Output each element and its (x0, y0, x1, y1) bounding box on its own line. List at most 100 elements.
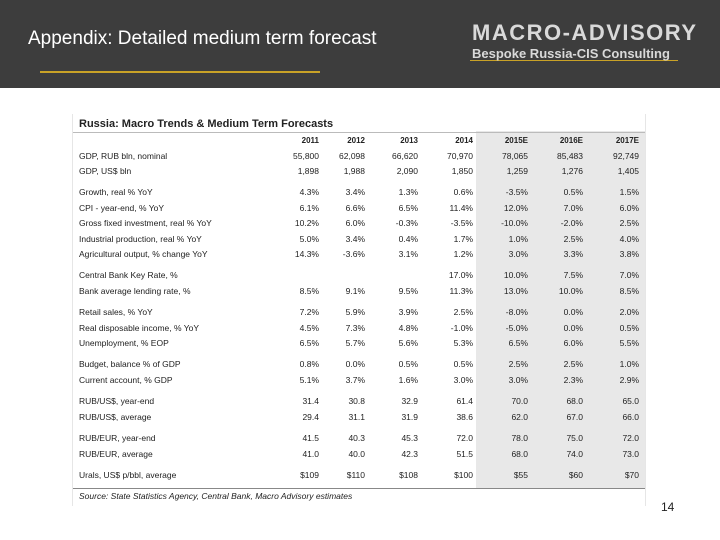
table-cell: 5.6% (398, 338, 418, 348)
table-cell: 66.0 (622, 412, 639, 422)
table-cell: 78,065 (502, 151, 528, 161)
row-label: Current account, % GDP (79, 375, 173, 385)
table-cell: 1,405 (617, 166, 639, 176)
row-label: GDP, US$ bln (79, 166, 132, 176)
row-label: RUB/EUR, average (79, 449, 153, 459)
table-cell: 41.0 (302, 449, 319, 459)
table-cell: 40.0 (348, 449, 365, 459)
table-cell: 5.7% (345, 338, 365, 348)
table-cell: 3.0% (453, 375, 473, 385)
table-cell: 3.3% (563, 249, 583, 259)
table-cell: 1.0% (619, 359, 639, 369)
table-bottom-divider (73, 488, 645, 489)
row-label: Unemployment, % EOP (79, 338, 169, 348)
table-cell: 45.3 (401, 433, 418, 443)
table-cell: 6.1% (299, 203, 319, 213)
table-cell: 9.1% (345, 286, 365, 296)
company-tagline: Bespoke Russia-CIS Consulting (472, 46, 670, 61)
table-cell: 67.0 (566, 412, 583, 422)
table-cell: 1.2% (453, 249, 473, 259)
table-cell: 2.5% (619, 218, 639, 228)
table-cell: -1.0% (450, 323, 473, 333)
table-cell: 7.0% (563, 203, 583, 213)
table-cell: 6.5% (299, 338, 319, 348)
row-label: Bank average lending rate, % (79, 286, 191, 296)
slide-header: Appendix: Detailed medium term forecast … (0, 0, 720, 88)
table-cell: 38.6 (456, 412, 473, 422)
table-source-note: Source: State Statistics Agency, Central… (79, 491, 353, 501)
table-cell: 66,620 (392, 151, 418, 161)
table-cell: 7.3% (345, 323, 365, 333)
table-cell: 10.0% (558, 286, 583, 296)
logo-divider (470, 60, 678, 61)
table-cell: 3.8% (619, 249, 639, 259)
table-cell: 1,276 (561, 166, 583, 176)
table-cell: 8.5% (299, 286, 319, 296)
table-cell: 0.4% (398, 234, 418, 244)
column-header: 2016E (559, 136, 583, 145)
column-header: 2011 (301, 136, 319, 145)
table-cell: 72.0 (622, 433, 639, 443)
table-cell: -5.0% (505, 323, 528, 333)
table-cell: 4.0% (619, 234, 639, 244)
table-cell: -2.0% (560, 218, 583, 228)
table-cell: 13.0% (503, 286, 528, 296)
table-cell: 85,483 (557, 151, 583, 161)
table-cell: 0.0% (345, 359, 365, 369)
table-cell: 2.0% (619, 307, 639, 317)
table-cell: $70 (624, 470, 639, 480)
row-label: RUB/US$, average (79, 412, 152, 422)
column-header: 2012 (347, 136, 365, 145)
table-cell: 68.0 (511, 449, 528, 459)
table-cell: 3.4% (345, 187, 365, 197)
table-cell: 7.5% (563, 270, 583, 280)
table-cell: 41.5 (302, 433, 319, 443)
table-cell: 29.4 (302, 412, 319, 422)
table-cell: 4.5% (299, 323, 319, 333)
column-header: 2014 (455, 136, 473, 145)
forecast-table: Russia: Macro Trends & Medium Term Forec… (72, 114, 646, 506)
table-cell: 62.0 (511, 412, 528, 422)
table-cell: 7.0% (619, 270, 639, 280)
title-underline (40, 71, 320, 73)
table-cell: 8.5% (619, 286, 639, 296)
table-cell: 31.1 (348, 412, 365, 422)
table-cell: 2.5% (453, 307, 473, 317)
column-header: 2015E (504, 136, 528, 145)
table-cell: 17.0% (448, 270, 473, 280)
table-cell: 74.0 (566, 449, 583, 459)
table-cell: -3.5% (450, 218, 473, 228)
table-cell: 65.0 (622, 396, 639, 406)
table-cell: 1,898 (297, 166, 319, 176)
table-cell: 14.3% (294, 249, 319, 259)
table-cell: 31.9 (401, 412, 418, 422)
table-cell: 5.5% (619, 338, 639, 348)
table-cell: 92,749 (613, 151, 639, 161)
table-cell: 6.0% (619, 203, 639, 213)
table-cell: 3.9% (398, 307, 418, 317)
table-cell: 61.4 (456, 396, 473, 406)
row-label: Agricultural output, % change YoY (79, 249, 208, 259)
table-cell: $60 (568, 470, 583, 480)
table-cell: 62,098 (339, 151, 365, 161)
table-cell: 6.0% (563, 338, 583, 348)
table-cell: 11.4% (449, 203, 473, 213)
forecast-columns-shade (476, 131, 645, 488)
row-label: Real disposable income, % YoY (79, 323, 200, 333)
table-cell: 0.8% (299, 359, 319, 369)
table-cell: 1,259 (506, 166, 528, 176)
table-cell: 6.5% (398, 203, 418, 213)
table-cell: 1,850 (451, 166, 473, 176)
table-cell: 51.5 (456, 449, 473, 459)
table-cell: 3.0% (508, 249, 528, 259)
table-cell: 5.3% (453, 338, 473, 348)
table-cell: 70,970 (447, 151, 473, 161)
table-cell: 1.6% (398, 375, 418, 385)
title-divider (73, 132, 645, 133)
table-cell: $108 (399, 470, 418, 480)
column-header: 2013 (400, 136, 418, 145)
table-cell: 0.5% (453, 359, 473, 369)
table-cell: 55,800 (293, 151, 319, 161)
table-cell: 1.3% (398, 187, 418, 197)
table-cell: $110 (346, 470, 365, 480)
